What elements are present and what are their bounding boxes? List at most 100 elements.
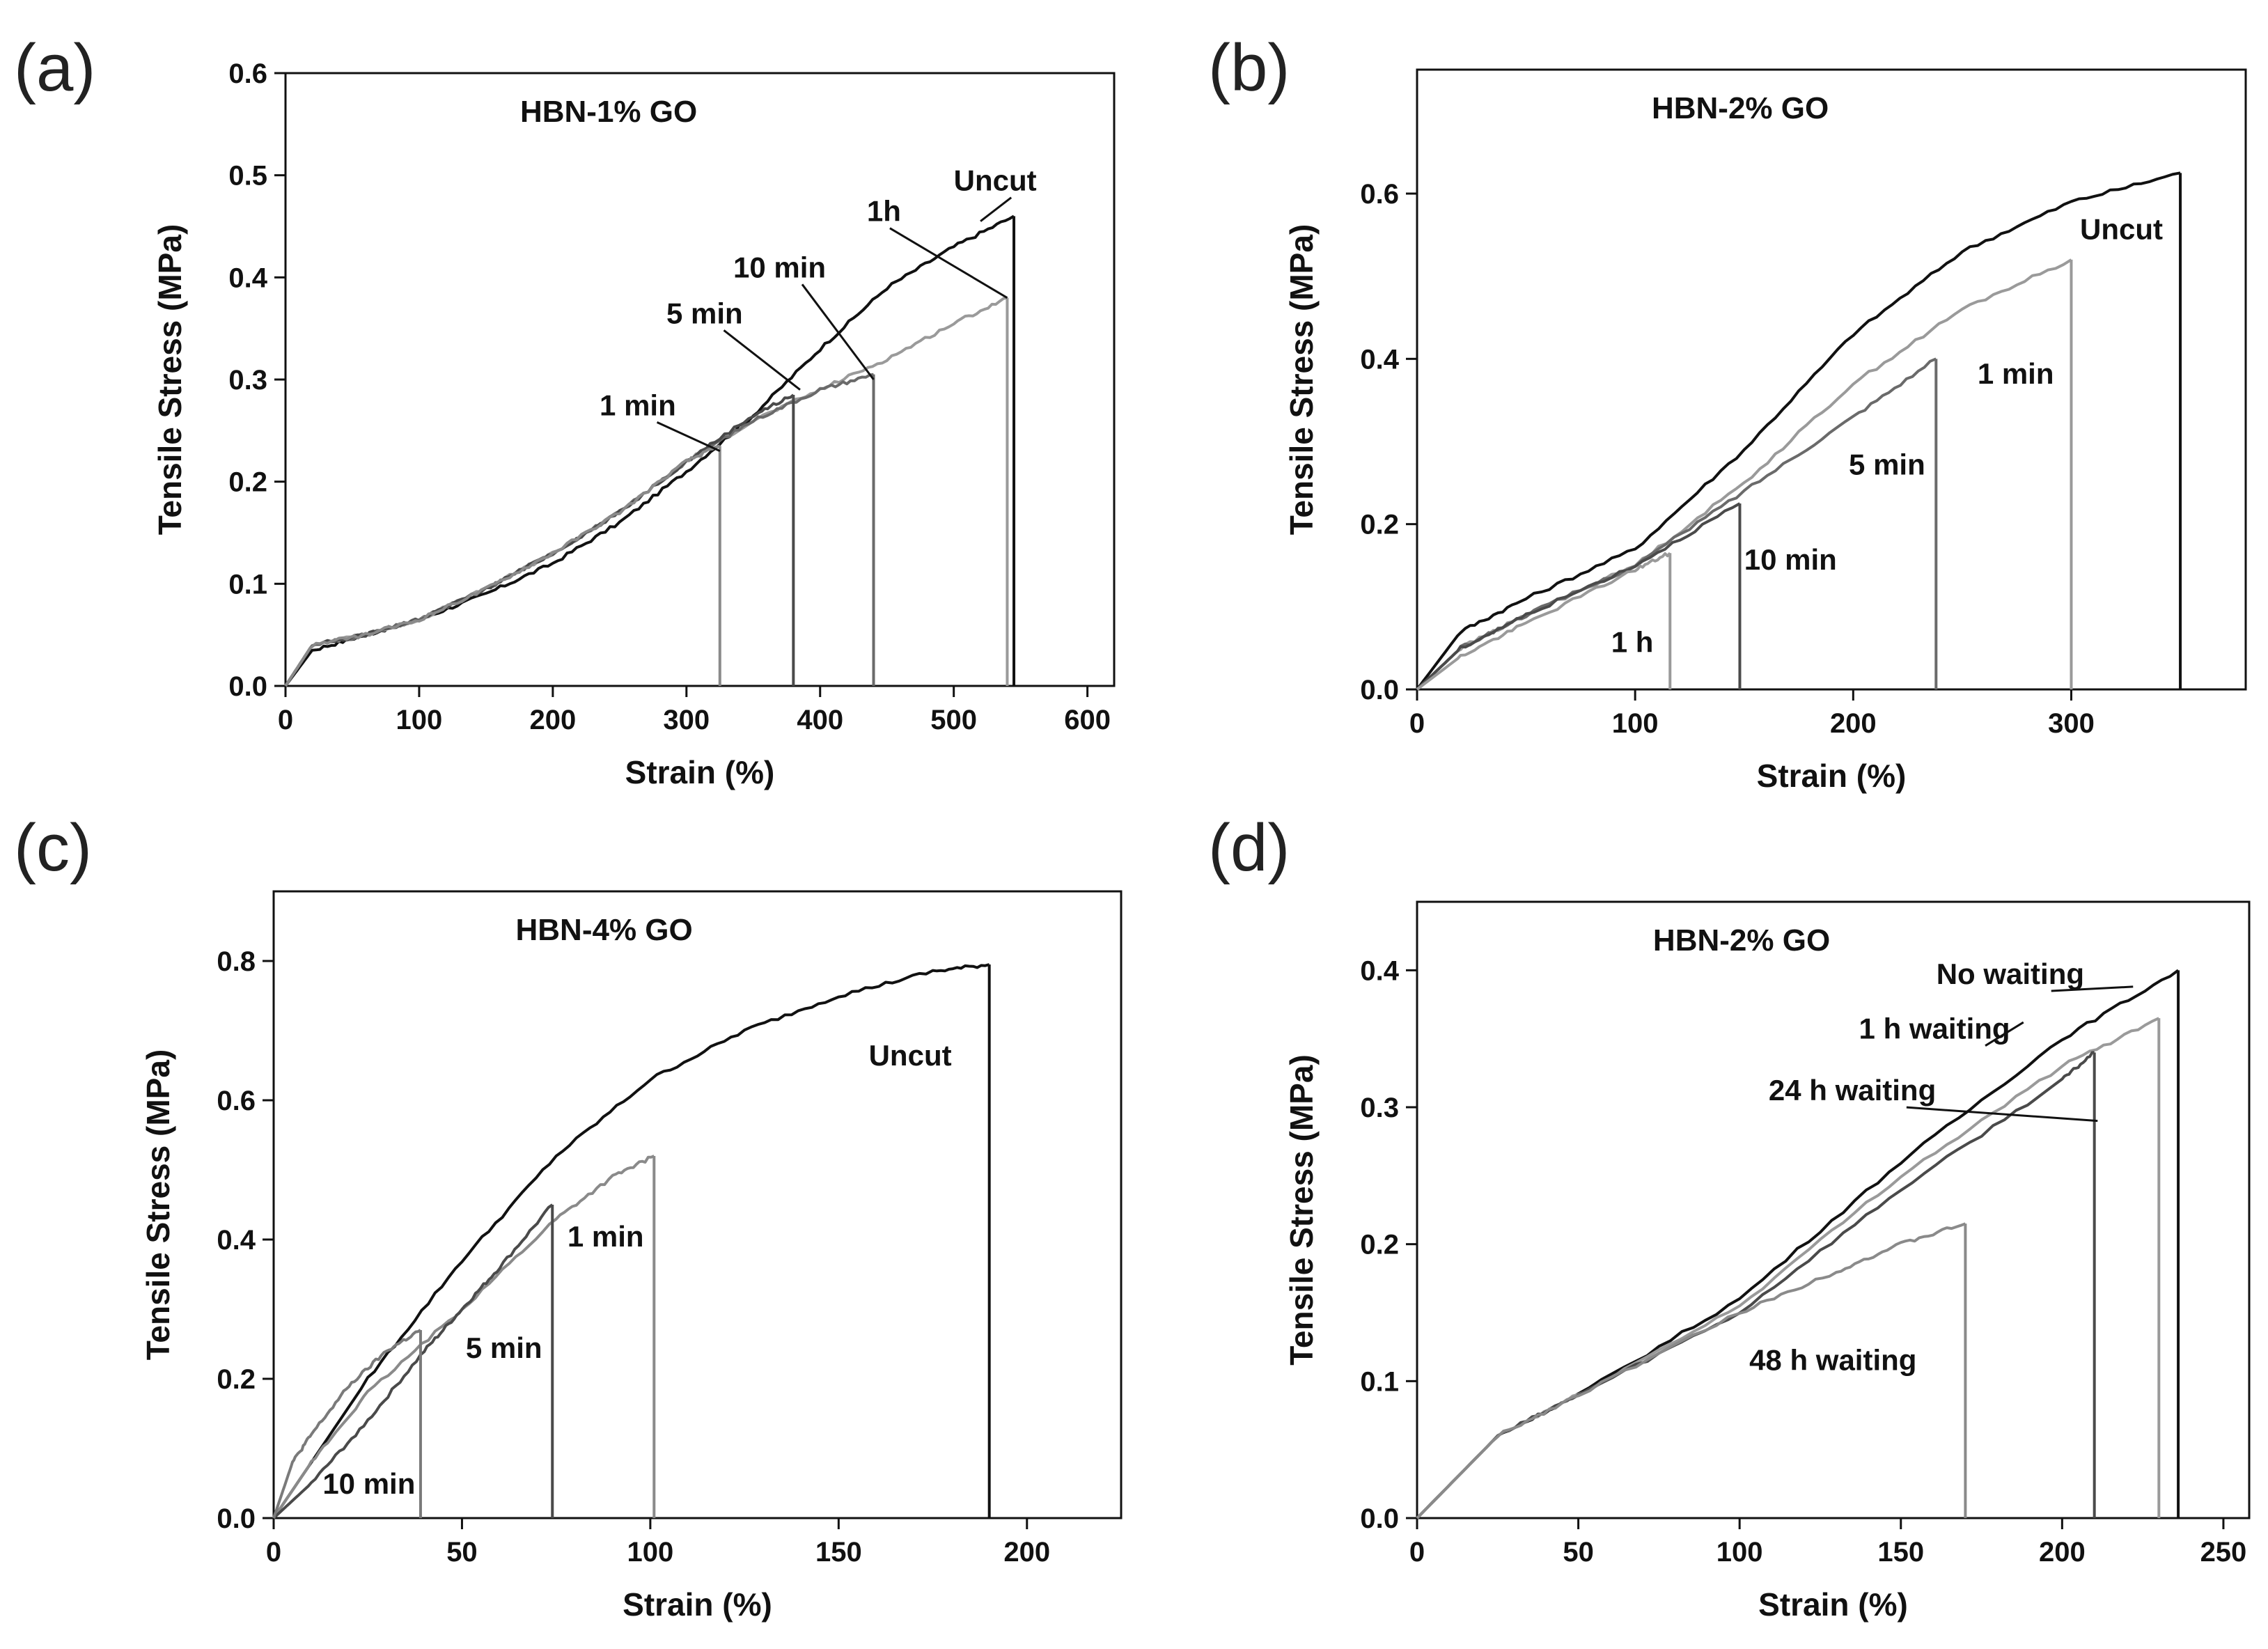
x-tick-label: 200: [1830, 708, 1877, 739]
x-axis-label: Strain (%): [623, 1586, 772, 1623]
y-tick-label: 0.0: [1360, 1503, 1399, 1534]
series-line-3: [272, 1203, 554, 1519]
series-annotation: 10 min: [322, 1467, 415, 1500]
series-annotation: Uncut: [869, 1039, 952, 1072]
series-line-4: [272, 1329, 421, 1519]
x-tick-label: 500: [930, 705, 977, 735]
x-tick-label: 150: [815, 1537, 862, 1568]
y-tick-label: 0.1: [228, 569, 267, 600]
x-tick-label: 300: [2048, 708, 2095, 739]
y-tick-label: 0.5: [228, 161, 267, 192]
x-tick-label: 150: [1877, 1537, 1924, 1568]
x-tick-label: 250: [2200, 1537, 2247, 1568]
series-line-3: [284, 373, 874, 687]
x-tick-label: 100: [627, 1537, 674, 1568]
x-tick-label: 50: [446, 1537, 478, 1568]
annotation-leader-line: [801, 283, 875, 380]
chart-panel-c: 0 50 100 150 200 0.0 0.2 0.4 0.6 0.8 Strain (%) Ten…: [140, 890, 1123, 1623]
series-line-1: [284, 214, 1015, 687]
series-annotation: 5 min: [1849, 448, 1925, 480]
annotation-leader-line: [980, 196, 1012, 222]
y-tick-label: 0.2: [1360, 1230, 1399, 1260]
x-tick-label: 0: [278, 705, 293, 735]
series-line-5: [284, 444, 721, 687]
chart-panel-a: 0 100 200 300 400 500 600 0.0 0.1 0.2 0.3 0.4 0.5 0.6…: [152, 58, 1116, 790]
y-tick-label: 0.6: [217, 1086, 256, 1116]
series-line-1: [272, 963, 990, 1519]
x-tick-label: 0: [1409, 1537, 1425, 1568]
series-line-4: [1416, 1222, 1966, 1519]
y-axis-label: Tensile Stress (MPa): [152, 224, 188, 536]
series-line-4: [284, 393, 795, 687]
x-axis-label: Strain (%): [1758, 1586, 1908, 1623]
x-tick-label: 200: [529, 705, 576, 735]
y-tick-label: 0.4: [1360, 955, 1399, 986]
x-tick-label: 300: [663, 705, 710, 735]
y-tick-label: 0.4: [217, 1225, 256, 1256]
y-axis-label: Tensile Stress (MPa): [140, 1049, 176, 1361]
y-tick-label: 0.0: [217, 1503, 256, 1534]
series-annotation: 1 min: [1978, 357, 2054, 390]
y-tick-label: 0.0: [228, 671, 267, 702]
plot-frame: [1416, 900, 2251, 1519]
y-tick-label: 0.4: [1360, 344, 1399, 375]
chart-title: HBN-2% GO: [1652, 91, 1829, 125]
series-annotation: 5 min: [666, 297, 743, 329]
y-tick-label: 0.3: [1360, 1093, 1399, 1123]
series-line-4: [1416, 502, 1741, 691]
plot-frame: [1416, 68, 2247, 691]
series-annotation: 1 h: [1611, 626, 1654, 659]
chart-panel-b: 0 100 200 300 0.0 0.2 0.4 0.6 Strain (%) Tensile …: [1283, 68, 2247, 794]
chart-title: HBN-2% GO: [1653, 923, 1830, 958]
chart-title: HBN-4% GO: [516, 913, 693, 947]
series-annotation: 48 h waiting: [1749, 1344, 1916, 1377]
y-tick-label: 0.2: [217, 1364, 256, 1395]
chart-title: HBN-1% GO: [520, 95, 697, 129]
y-tick-label: 0.0: [1360, 675, 1399, 705]
series-annotation: No waiting: [1937, 958, 2084, 990]
y-tick-label: 0.2: [228, 467, 267, 498]
y-tick-label: 0.4: [228, 263, 267, 293]
x-tick-label: 50: [1563, 1537, 1594, 1568]
annotation-leader-line: [723, 329, 801, 391]
annotation-leader-line: [889, 227, 1008, 299]
series-annotation: 1h: [867, 195, 901, 228]
x-axis-label: Strain (%): [1757, 758, 1907, 794]
panel-a-label: (a): [14, 31, 95, 105]
x-tick-label: 200: [1003, 1537, 1050, 1568]
series-annotation: 24 h waiting: [1769, 1074, 1936, 1107]
panel-d-label: (d): [1208, 811, 1290, 885]
y-axis-label: Tensile Stress (MPa): [1283, 224, 1320, 536]
x-tick-label: 0: [266, 1537, 281, 1568]
x-tick-label: 100: [396, 705, 443, 735]
series-line-5: [1416, 552, 1671, 691]
series-annotation: Uncut: [2080, 212, 2163, 245]
x-tick-label: 100: [1716, 1537, 1763, 1568]
series-annotation: Uncut: [954, 164, 1037, 197]
series-line-1: [1416, 969, 2180, 1519]
series-line-2: [1416, 258, 2072, 691]
series-annotation: 5 min: [466, 1331, 542, 1364]
series-annotation: 1 min: [568, 1220, 644, 1253]
series-annotation: 1 h waiting: [1859, 1013, 2010, 1045]
x-tick-label: 0: [1409, 708, 1425, 739]
y-tick-label: 0.1: [1360, 1366, 1399, 1397]
x-tick-label: 600: [1064, 705, 1111, 735]
plot-frame: [272, 890, 1123, 1519]
annotation-leader-line: [1985, 1021, 2024, 1047]
series-annotation: 1 min: [600, 389, 676, 421]
series-annotation: 10 min: [733, 251, 826, 283]
annotation-leader-line: [656, 421, 721, 453]
x-tick-label: 200: [2039, 1537, 2086, 1568]
series-annotation: 10 min: [1744, 543, 1837, 576]
annotation-leader-line: [2051, 985, 2134, 992]
y-tick-label: 0.6: [228, 58, 267, 89]
y-tick-label: 0.2: [1360, 510, 1399, 540]
x-tick-label: 400: [797, 705, 843, 735]
y-tick-label: 0.6: [1360, 179, 1399, 210]
series-line-1: [1416, 171, 2181, 691]
panel-b-label: (b): [1208, 31, 1290, 105]
panel-c-label: (c): [14, 811, 92, 885]
y-tick-label: 0.8: [217, 946, 256, 977]
